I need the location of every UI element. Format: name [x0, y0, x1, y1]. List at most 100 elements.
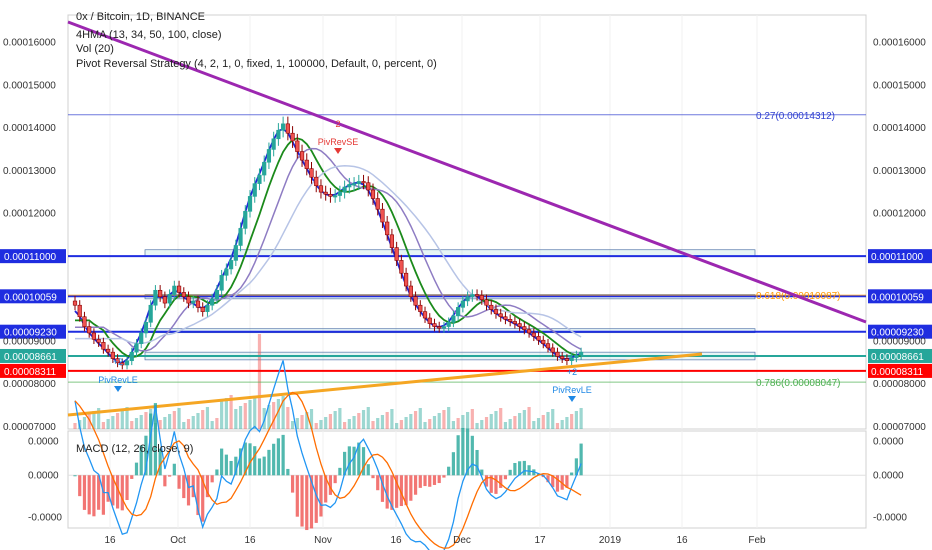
candle-body: [512, 321, 517, 324]
volume-bar: [295, 418, 299, 429]
macd-histogram-bar: [182, 475, 186, 499]
volume-bar: [101, 422, 105, 429]
volume-bar: [111, 416, 115, 429]
candle-body: [271, 138, 276, 150]
volume-bar: [447, 407, 451, 429]
volume-bar: [234, 409, 238, 429]
macd-histogram-bar: [290, 475, 295, 493]
level-flag-right: [868, 348, 932, 363]
candle-body: [318, 185, 324, 193]
candle-body: [285, 123, 290, 134]
volume-bar: [352, 416, 356, 429]
macd-histogram-bar: [210, 475, 214, 483]
level-label-right: 0.00011000: [871, 252, 924, 263]
candle-body: [385, 221, 390, 236]
candle-body: [474, 294, 480, 297]
candle-body: [214, 289, 220, 300]
volume-bar: [536, 418, 541, 429]
level-label-left: 0.00008311: [4, 367, 57, 378]
candle-body: [158, 289, 163, 297]
candle-body: [304, 159, 309, 169]
signal-line: [74, 391, 582, 549]
macd-histogram-bar: [456, 435, 460, 476]
volume-bar: [172, 411, 176, 429]
chart-title: 0x / Bitcoin, 1D, BINANCE: [76, 11, 205, 23]
volume-bar: [347, 419, 351, 429]
macd-histogram-bar: [276, 438, 280, 476]
macd-histogram-bar: [73, 475, 77, 477]
macd-histogram-bar: [243, 442, 247, 476]
macd-histogram-bar: [357, 442, 361, 476]
macd-histogram-bar: [120, 475, 124, 511]
macd-histogram-bar: [319, 475, 323, 517]
trend-lines[interactable]: [67, 20, 867, 417]
macd-tick-left: 0.0000: [28, 437, 59, 448]
candle-body: [351, 183, 357, 186]
candle-body: [526, 329, 532, 334]
candle-body: [309, 168, 314, 178]
macd-histogram-bar: [579, 443, 583, 476]
macd-histogram-bar: [78, 475, 82, 497]
volume-bar: [115, 413, 120, 429]
candle-body: [498, 313, 503, 318]
macd-histogram-bar: [423, 475, 427, 487]
candle-body: [522, 326, 527, 330]
price-tick-left: 0.00014000: [3, 123, 56, 134]
candle-body: [205, 304, 210, 312]
candle-body: [555, 351, 560, 357]
candle-body: [399, 260, 404, 274]
volume-bar: [229, 395, 233, 429]
volume-bar: [215, 418, 219, 429]
volume-bar: [328, 414, 333, 429]
candle-body: [564, 358, 570, 362]
macd-histogram-bar: [177, 475, 181, 489]
candle-body: [403, 272, 409, 287]
volume-bar: [281, 396, 285, 429]
macd-histogram-bar: [300, 475, 304, 527]
level-label-right: 0.00010059: [871, 292, 924, 303]
level-flag-right: [868, 363, 932, 378]
candlesticks: [72, 116, 584, 370]
macd-histogram-bar: [465, 428, 470, 476]
level-label-left: 0.00011000: [4, 252, 57, 263]
volume-bar: [92, 411, 96, 429]
strategy-signals: 2 PivRevSE +2 PivRevLE +2 PivRevLE: [98, 119, 592, 402]
macd-histogram-bar: [390, 475, 394, 510]
candle-body: [124, 360, 130, 366]
price-tick-right: 0.00015000: [873, 80, 926, 91]
macd-histogram-bar: [201, 475, 205, 522]
candle-body: [541, 339, 546, 344]
volume-bar: [210, 421, 214, 429]
volume-bar: [461, 415, 465, 429]
candle-body: [162, 296, 167, 304]
volume-bar: [518, 413, 522, 429]
volume-bar: [579, 408, 583, 429]
level-flag-left: [0, 348, 66, 363]
x-tick-label: 16: [244, 535, 256, 546]
candle-body: [370, 189, 376, 199]
candle-body: [456, 307, 461, 317]
candle-body: [574, 354, 579, 359]
macd-histogram-bar: [224, 454, 228, 476]
candle-body: [545, 343, 551, 349]
macd-line: [74, 360, 582, 550]
volume-bar: [144, 412, 148, 429]
volume-bar: [257, 334, 262, 429]
level-lines: 0.00011000 0.00011000 0.00010059 0.00010059…: [0, 111, 932, 389]
macd-histogram-bar: [281, 434, 285, 476]
macd-histogram-bar: [475, 449, 479, 476]
volume-bar: [503, 422, 508, 429]
macd-histogram-bar: [574, 458, 578, 476]
volume-bar: [290, 421, 295, 429]
x-tick-label: Feb: [748, 535, 766, 546]
macd-histogram-bar: [376, 475, 380, 491]
volume-bar: [286, 407, 290, 429]
candle-body: [333, 195, 338, 198]
candle-body: [276, 129, 281, 140]
volume-bar: [361, 410, 366, 429]
candle-body: [87, 326, 92, 334]
candle-body: [195, 300, 201, 308]
macd-histogram-bar: [253, 446, 257, 476]
